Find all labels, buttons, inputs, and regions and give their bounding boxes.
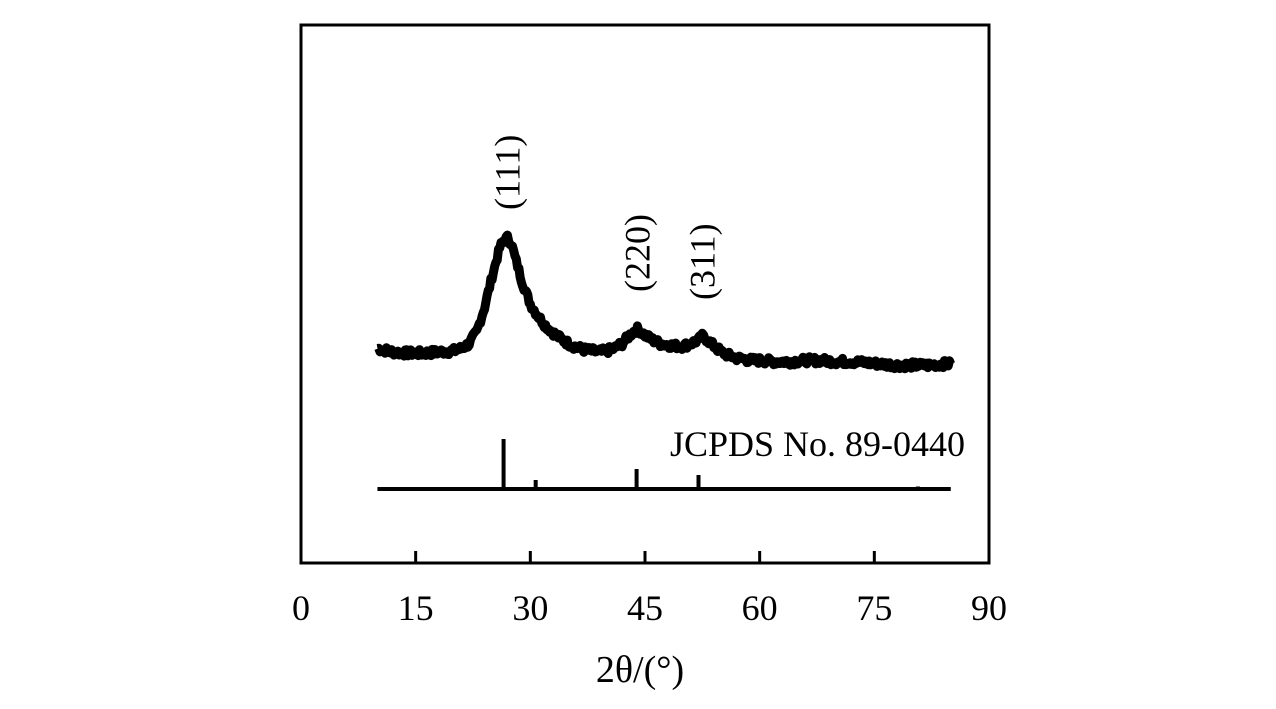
peak-label: (220) [617, 214, 657, 292]
peak-label: (111) [487, 135, 527, 210]
reference-pattern-label: JCPDS No. 89-0440 [670, 424, 965, 464]
x-tick-label: 30 [512, 588, 548, 628]
x-tick-label: 15 [398, 588, 434, 628]
x-tick-label: 60 [742, 588, 778, 628]
x-tick-label: 75 [856, 588, 892, 628]
x-axis-tick-labels: 0 15 30 45 60 75 90 [292, 588, 1007, 628]
x-tick-label: 0 [292, 588, 310, 628]
peak-labels: (111) (220) (311) [487, 135, 722, 300]
x-tick-label: 90 [971, 588, 1007, 628]
plot-frame [299, 23, 991, 565]
reference-pattern [377, 439, 951, 491]
xrd-pattern-line [374, 230, 955, 374]
x-axis-title: 2θ/(°) [596, 649, 684, 691]
x-axis-ticks [414, 551, 876, 563]
peak-label: (311) [682, 223, 722, 300]
x-tick-label: 45 [627, 588, 663, 628]
